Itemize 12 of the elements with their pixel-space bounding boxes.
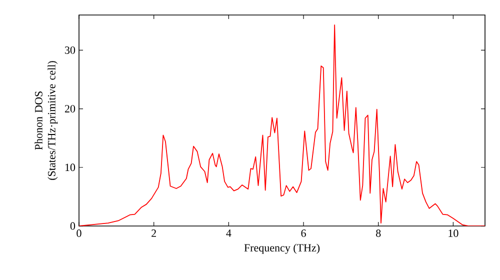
x-tick-label: 6	[301, 230, 306, 237]
y-tick-label: 10	[65, 164, 76, 172]
x-tick-label: 8	[376, 230, 381, 237]
y-axis-title: Phonon DOS (States/THz·primitive cell)	[34, 61, 58, 180]
x-axis-title: Frequency (THz)	[244, 244, 320, 254]
x-tick-label: 4	[226, 230, 232, 237]
x-tick-label: 2	[152, 230, 156, 237]
y-tick-label: 20	[64, 105, 76, 112]
x-tick-label: 10	[448, 230, 458, 237]
x-tick-label: 0	[76, 230, 82, 237]
y-tick-label: 30	[65, 46, 76, 54]
y-tick-label: 0	[70, 222, 76, 230]
